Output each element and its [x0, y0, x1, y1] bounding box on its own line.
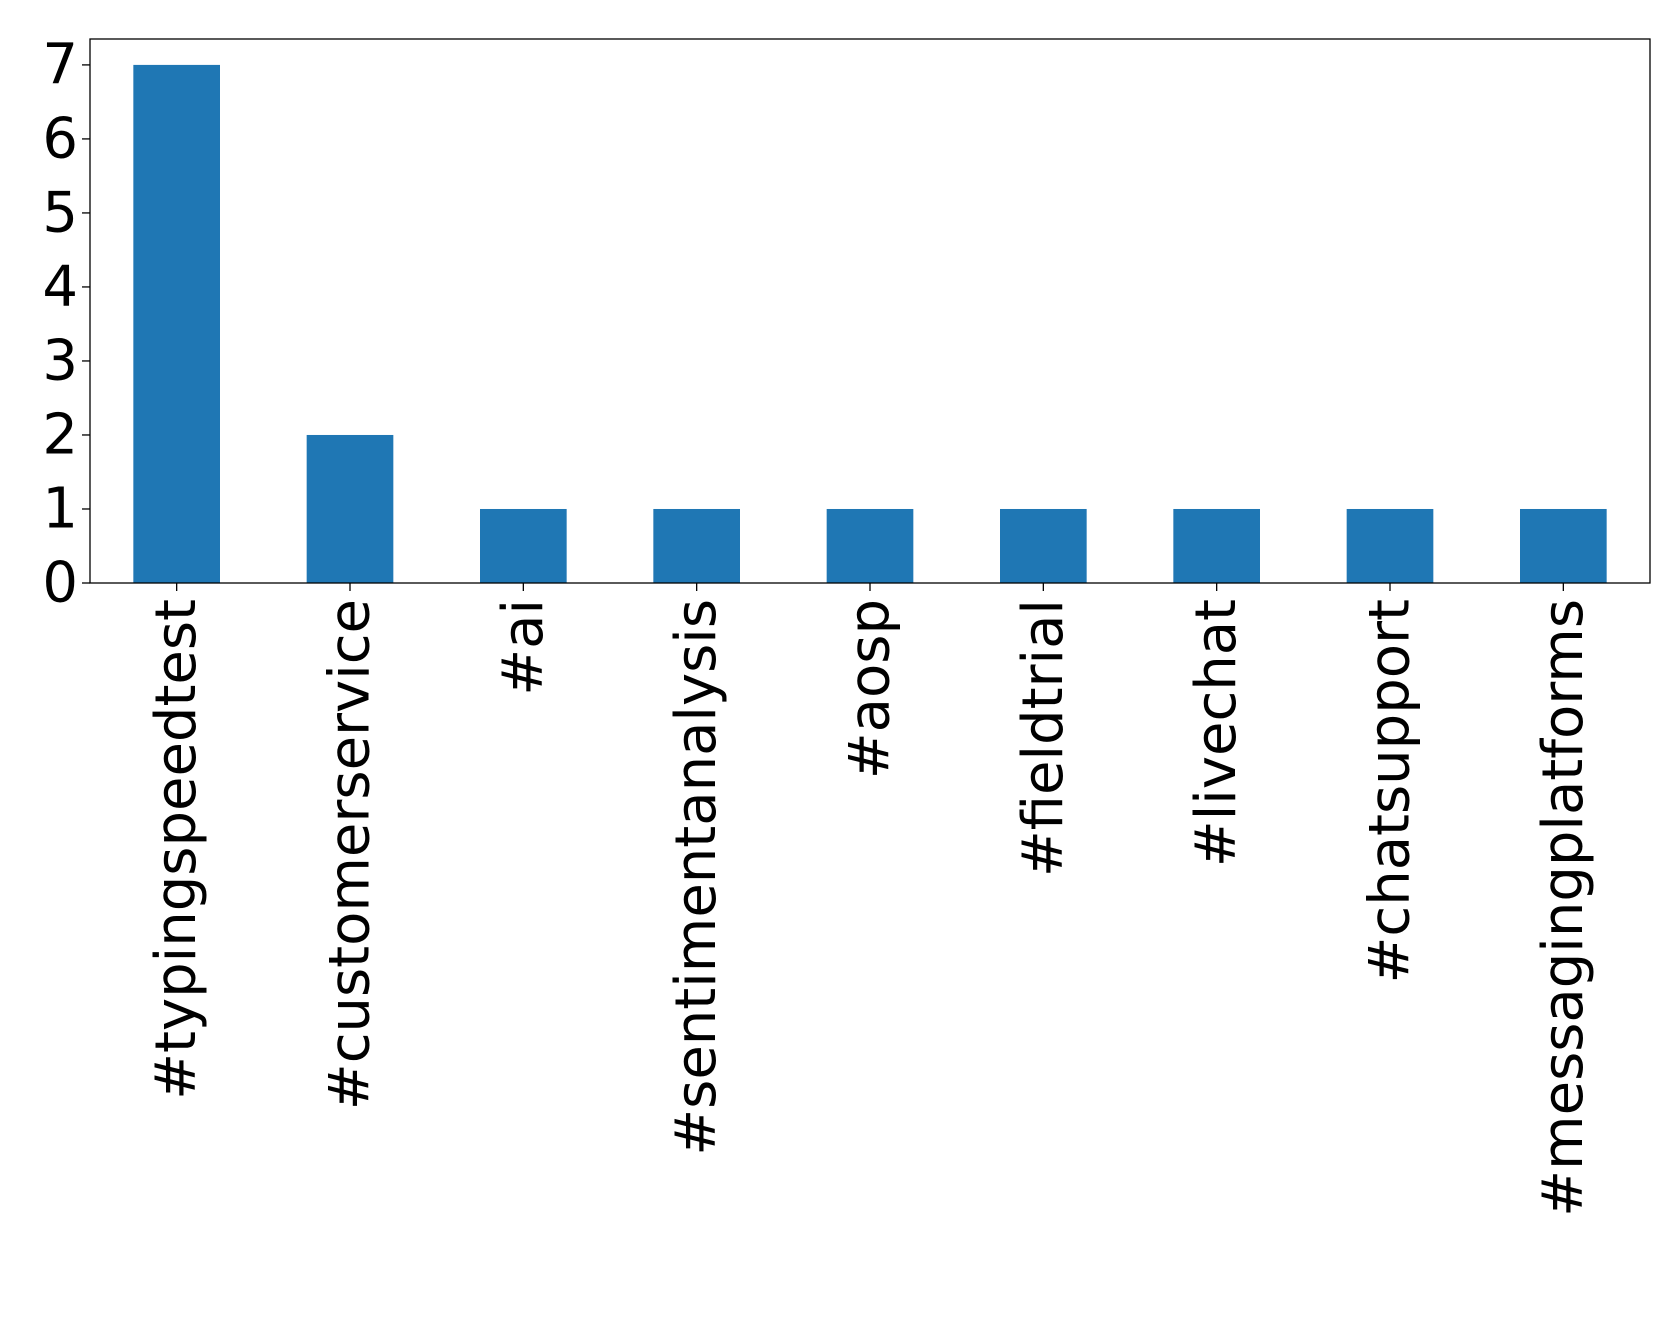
y-axis: 0 1 2 3 4 5 6 7 — [42, 32, 90, 616]
x-tick-label: #typingspeedtest — [144, 599, 209, 1100]
y-tick-label: 0 — [42, 551, 78, 616]
x-tick-label: #messagingplatforms — [1531, 599, 1596, 1217]
bar-livechat — [1173, 508, 1260, 583]
x-tick-label: #livechat — [1184, 599, 1249, 867]
bar-typingspeedtest — [133, 64, 220, 583]
x-tick-label: #ai — [491, 599, 556, 696]
x-tick-label: #sentimentanalysis — [664, 599, 729, 1156]
bars — [133, 64, 1607, 583]
bar-chatsupport — [1346, 508, 1434, 583]
y-tick-label: 7 — [42, 32, 78, 97]
x-tick-label: #chatsupport — [1358, 599, 1423, 983]
y-tick-label: 3 — [42, 328, 78, 393]
x-axis: #typingspeedtest #customerservice #ai #sent… — [144, 583, 1596, 1217]
bar-messagingplatforms — [1520, 508, 1607, 583]
y-tick-label: 2 — [42, 402, 78, 467]
x-tick-label: #fieldtrial — [1011, 599, 1076, 877]
bar-customerservice — [306, 434, 394, 583]
y-tick-label: 1 — [42, 476, 78, 541]
bar-aosp — [826, 508, 914, 583]
y-tick-label: 6 — [42, 106, 78, 171]
bar-fieldtrial — [1000, 508, 1087, 583]
x-tick-label: #customerservice — [318, 599, 383, 1110]
bar-sentimentanalysis — [653, 508, 740, 583]
bar-ai — [480, 508, 567, 583]
y-tick-label: 5 — [42, 180, 78, 245]
y-tick-label: 4 — [42, 254, 78, 319]
x-tick-label: #aosp — [838, 599, 903, 779]
